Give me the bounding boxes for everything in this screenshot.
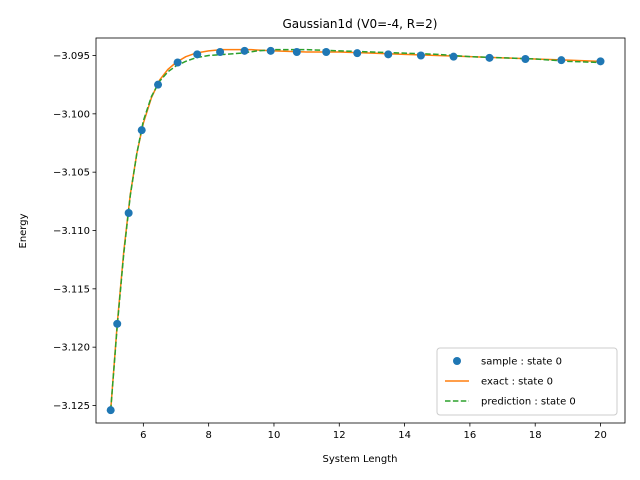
y-axis: −3.125 −3.120 −3.115 −3.110 −3.105 −3.100 −3.0… <box>53 51 96 412</box>
y-tick-label: −3.110 <box>53 226 90 237</box>
data-point <box>416 51 425 60</box>
x-tick-label: 20 <box>594 430 607 441</box>
x-tick-label: 8 <box>205 430 211 441</box>
y-tick-label: −3.120 <box>53 343 90 354</box>
data-point <box>322 48 331 56</box>
y-tick-label: −3.095 <box>53 51 90 62</box>
x-tick-label: 12 <box>333 430 346 441</box>
chart-title: Gaussian1d (V0=-4, R=2) <box>282 17 437 31</box>
data-point <box>449 52 458 61</box>
data-point <box>113 319 122 328</box>
y-axis-label: Energy <box>18 213 29 248</box>
y-tick-label: −3.115 <box>53 284 90 295</box>
x-tick-label: 18 <box>529 430 542 441</box>
data-point <box>485 53 494 62</box>
data-point <box>353 49 362 58</box>
data-point <box>216 48 225 56</box>
legend-box <box>436 347 618 416</box>
legend-marker <box>453 357 461 365</box>
data-point <box>154 80 163 89</box>
x-tick-label: 14 <box>398 430 411 441</box>
plot-area <box>95 37 626 424</box>
data-point <box>124 209 133 217</box>
data-point <box>596 57 605 66</box>
legend-label: prediction : state 0 <box>481 397 576 408</box>
data-point <box>292 48 301 56</box>
legend-label: exact : state 0 <box>481 377 553 388</box>
data-point <box>106 406 115 415</box>
data-point <box>173 58 182 67</box>
data-point <box>557 56 566 65</box>
x-tick-label: 16 <box>464 430 477 441</box>
x-axis-label: System Length <box>323 454 398 465</box>
y-tick-label: −3.100 <box>53 109 90 120</box>
legend-label: sample : state 0 <box>481 357 562 368</box>
data-point <box>384 50 393 59</box>
legend: sample : state 0 exact : state 0 predictio… <box>436 347 618 416</box>
y-tick-label: −3.125 <box>53 401 90 412</box>
series-line-2 <box>109 48 601 411</box>
x-tick-label: 6 <box>140 430 146 441</box>
x-axis: 6 8 10 12 14 16 18 20 <box>140 423 607 441</box>
y-tick-label: −3.105 <box>53 168 90 179</box>
x-tick-label: 10 <box>268 430 281 441</box>
data-point <box>521 55 530 63</box>
data-point <box>137 126 146 135</box>
data-point <box>193 50 202 59</box>
data-point <box>240 46 249 55</box>
data-point <box>266 46 275 55</box>
